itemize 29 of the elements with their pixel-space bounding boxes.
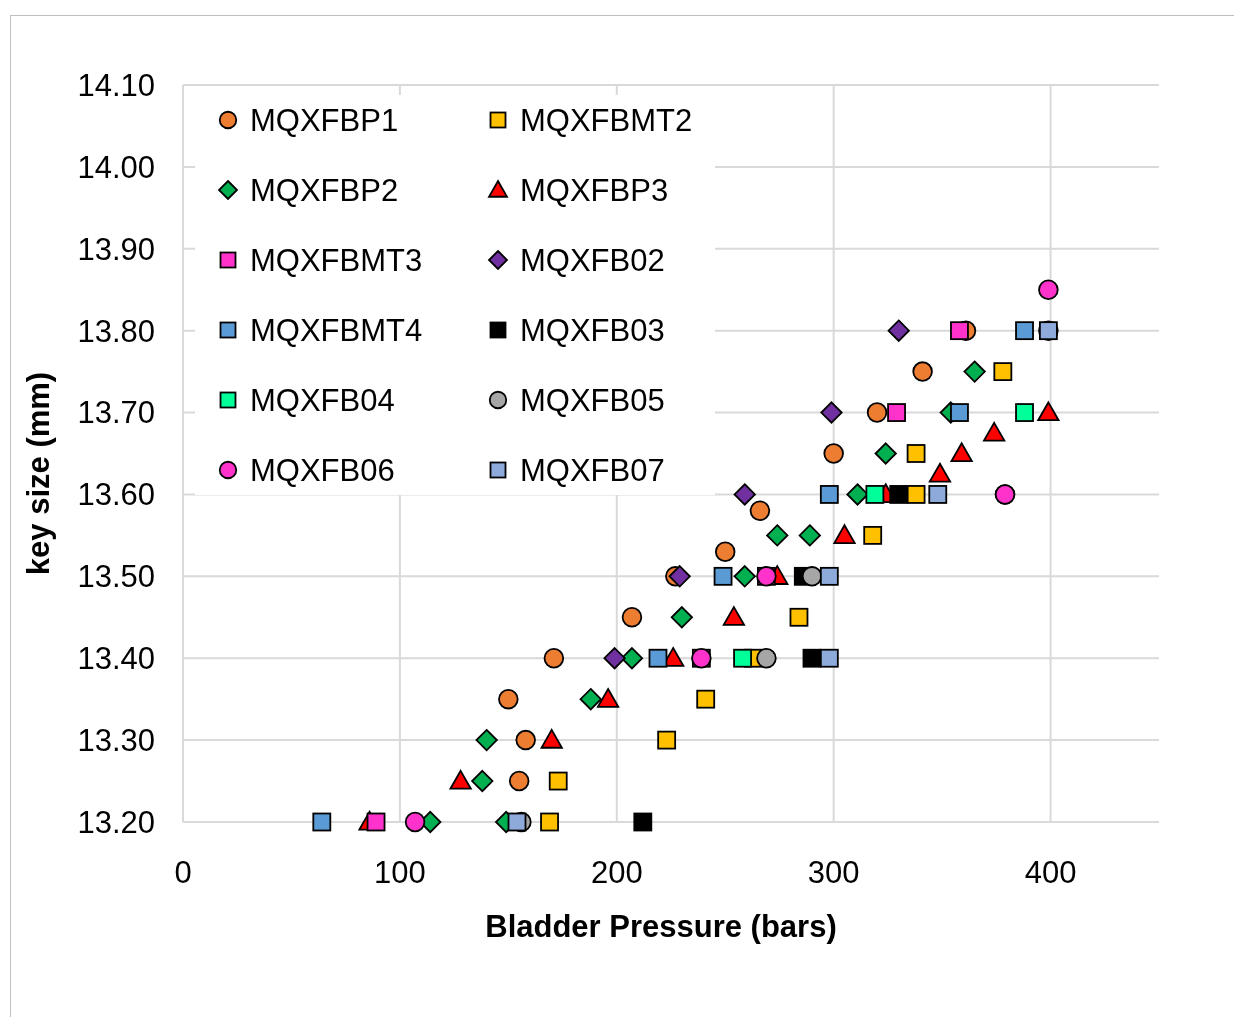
y-tick-label: 13.40 bbox=[77, 641, 155, 677]
x-axis-title: Bladder Pressure (bars) bbox=[485, 908, 837, 944]
legend-label: MQXFB02 bbox=[520, 242, 665, 278]
y-tick-label: 13.30 bbox=[77, 722, 155, 758]
x-tick-label: 200 bbox=[590, 854, 643, 890]
legend-label: MQXFBMT4 bbox=[250, 312, 423, 348]
legend-label: MQXFB04 bbox=[250, 382, 395, 418]
y-axis-title: key size (mm) bbox=[20, 371, 56, 576]
legend-label: MQXFBP1 bbox=[250, 102, 399, 138]
y-tick-label: 13.90 bbox=[77, 231, 155, 267]
y-tick-label: 13.20 bbox=[77, 804, 155, 840]
y-tick-label: 13.70 bbox=[77, 395, 155, 431]
x-tick-label: 0 bbox=[174, 854, 192, 890]
y-tick-label: 13.60 bbox=[77, 477, 155, 513]
y-tick-label: 14.10 bbox=[77, 67, 155, 103]
x-tick-label: 300 bbox=[807, 854, 860, 890]
x-tick-label: 400 bbox=[1024, 854, 1077, 890]
y-tick-label: 13.50 bbox=[77, 559, 155, 595]
legend-label: MQXFB05 bbox=[520, 382, 665, 418]
legend-label: MQXFBP2 bbox=[250, 172, 399, 208]
legend-label: MQXFBP3 bbox=[520, 172, 669, 208]
legend-label: MQXFBMT3 bbox=[250, 242, 423, 278]
legend-label: MQXFB07 bbox=[520, 452, 665, 488]
x-tick-label: 100 bbox=[374, 854, 426, 890]
y-tick-label: 14.00 bbox=[77, 149, 155, 185]
legend-label: MQXFBMT2 bbox=[520, 102, 693, 138]
legend-label: MQXFB06 bbox=[250, 452, 395, 488]
legend-label: MQXFB03 bbox=[520, 312, 665, 348]
y-tick-label: 13.80 bbox=[77, 313, 155, 349]
